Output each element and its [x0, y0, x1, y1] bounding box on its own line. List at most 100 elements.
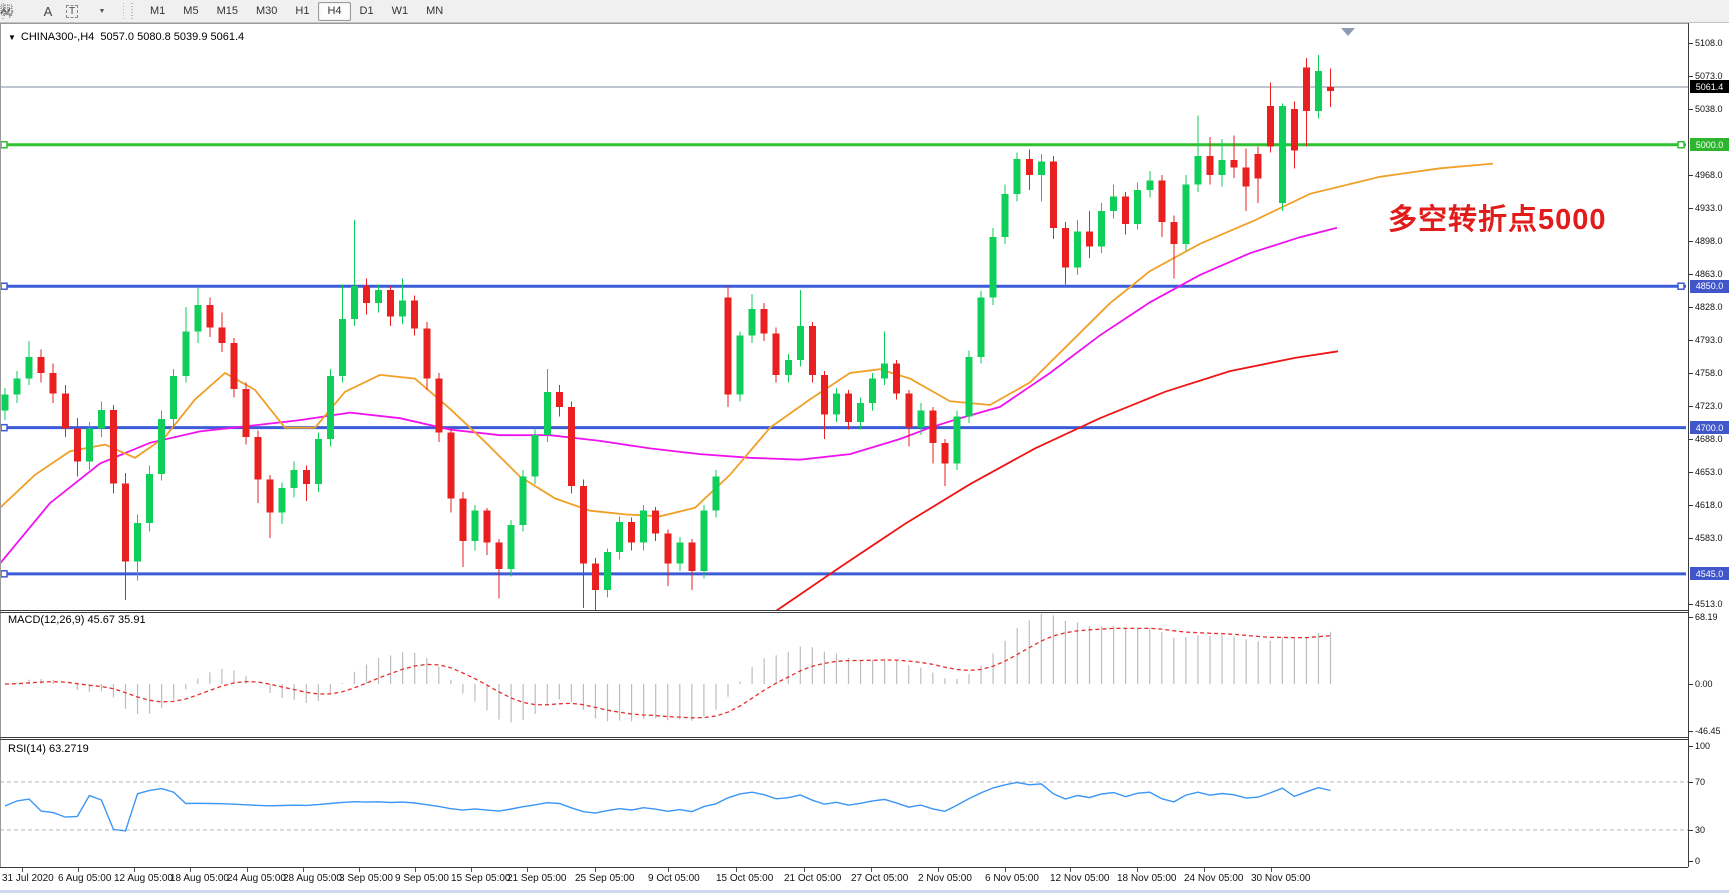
chart-text-annotation[interactable]: 多空转折点5000: [1388, 204, 1607, 236]
timeframe-button-MN[interactable]: MN: [426, 5, 444, 17]
price-tick-mark: [1689, 538, 1693, 539]
candle-body: [1146, 180, 1154, 191]
candle-body: [495, 542, 503, 570]
time-tick-mark: [668, 868, 669, 872]
hline-handle-left-4850[interactable]: [0, 282, 8, 290]
time-tick-mark: [871, 868, 872, 872]
candle-body: [616, 521, 624, 553]
hline-handle-left-4545[interactable]: [0, 570, 8, 578]
candle-body: [1073, 231, 1081, 268]
time-label: 30 Nov 05:00: [1251, 873, 1311, 884]
drawing-tools-icon[interactable]: ▼: [0, 2, 118, 21]
cursor-tool-icon[interactable]: A: [43, 3, 53, 19]
price-tick-label: 5108.0: [1695, 37, 1723, 48]
candle-body: [350, 286, 358, 320]
timeframe-button-W1[interactable]: W1: [391, 5, 409, 17]
main-chart-canvas[interactable]: [0, 23, 1688, 610]
price-tick-label: 4723.0: [1695, 400, 1723, 411]
candle-body: [278, 488, 286, 513]
candle-body: [820, 374, 828, 415]
time-axis[interactable]: 31 Jul 2020 6 Aug 05:00 12 Aug 05:00 18 Aug…: [0, 867, 1688, 890]
time-label: 3 Sep 05:00: [339, 873, 393, 884]
candle-body: [1098, 210, 1106, 247]
candle-body: [1314, 71, 1322, 111]
candle-body: [85, 428, 93, 462]
macd-rsi-separator[interactable]: [0, 737, 1688, 738]
chevron-down-icon: ▼: [98, 7, 106, 15]
hline-handle-left-4700[interactable]: [0, 423, 8, 432]
candle-body: [760, 308, 768, 334]
time-label: 21 Oct 05:00: [784, 873, 842, 884]
macd-tick-label: 0.00: [1695, 679, 1713, 689]
chart-shift-marker-icon[interactable]: [1341, 28, 1355, 36]
svg-text:F: F: [9, 14, 13, 18]
rsi-panel-canvas[interactable]: [0, 739, 1688, 866]
macd-tick-mark: [1689, 684, 1693, 685]
time-label: 28 Aug 05:00: [283, 873, 342, 884]
chart-top-border: [0, 23, 1688, 24]
time-label: 24 Aug 05:00: [227, 873, 286, 884]
price-tick-mark: [1689, 240, 1693, 242]
macd-panel-canvas[interactable]: [0, 612, 1688, 737]
macd-signal-line: [4, 627, 1331, 719]
candle-body: [459, 498, 467, 541]
timeframe-button-M5[interactable]: M5: [183, 5, 199, 17]
symbol-dropdown-caret-icon[interactable]: ▼: [8, 33, 16, 42]
candle-body: [832, 393, 840, 415]
rsi-tick-label: 70: [1695, 777, 1706, 787]
time-tick-mark: [1204, 868, 1205, 872]
candle-body: [399, 300, 407, 317]
time-label: 15 Sep 05:00: [451, 873, 511, 884]
price-tick-label: 4793.0: [1695, 334, 1723, 345]
price-tick-label: 4653.0: [1695, 466, 1723, 477]
candle-body: [1001, 193, 1009, 238]
rsi-tick-mark: [1689, 782, 1693, 783]
rsi-tick-mark: [1689, 830, 1693, 831]
candle-body: [1037, 161, 1045, 175]
candle-body: [1049, 161, 1057, 228]
text-tool-icon[interactable]: T: [60, 2, 84, 21]
timeframe-button-H4[interactable]: H4: [318, 1, 351, 21]
timeframe-button-M30[interactable]: M30: [255, 5, 278, 17]
candle-body: [1134, 190, 1142, 224]
timeframe-button-D1[interactable]: D1: [359, 5, 374, 17]
toolbar-grip-2[interactable]: [131, 3, 137, 19]
macd-tick-label: 68.19: [1695, 612, 1718, 622]
time-tick-mark: [804, 868, 805, 872]
symbol-timeframe-label: CHINA300-,H4: [20, 31, 95, 43]
main-macd-separator-2: [0, 612, 1688, 613]
candle-body: [194, 305, 202, 332]
price-tick-mark: [1689, 306, 1693, 308]
price-tick-mark: [1689, 471, 1693, 473]
candle-body: [1278, 106, 1286, 204]
candle-body: [796, 325, 804, 360]
time-tick-mark: [134, 868, 135, 872]
candle-body: [784, 359, 792, 375]
time-label: 18 Aug 05:00: [170, 873, 229, 884]
candle-body: [471, 510, 479, 541]
candle-body: [917, 410, 925, 428]
hline-handle-right-5000[interactable]: [1677, 141, 1685, 149]
price-axis[interactable]: 5108.0 5073.0 5038.0 4968.0 4933.0 4898.0 4863…: [1688, 23, 1729, 867]
candle-body: [1302, 67, 1310, 111]
price-tick-label: 4758.0: [1695, 367, 1723, 378]
candle-body: [604, 552, 611, 590]
price-tick-mark: [1689, 42, 1693, 44]
timeframe-button-M1[interactable]: M1: [150, 5, 166, 17]
hline-handle-left-5000[interactable]: [0, 141, 8, 149]
candle-body: [134, 522, 142, 562]
toolbar: F A T ▼ M1 M5 M15 M30 H1 H4 D1 W1 MN: [0, 0, 1729, 23]
timeframe-button-H1[interactable]: H1: [295, 5, 310, 17]
candle-body: [700, 510, 708, 572]
price-tick-mark: [1689, 207, 1693, 209]
main-macd-separator[interactable]: [0, 610, 1688, 611]
hline-handle-right-4850[interactable]: [1677, 282, 1685, 290]
rsi-tick-label: 0: [1695, 856, 1701, 866]
candle-body: [1170, 222, 1178, 244]
time-label: 15 Oct 05:00: [716, 873, 774, 884]
text-tool-glyph: T: [65, 4, 79, 18]
timeframe-button-M15[interactable]: M15: [216, 5, 238, 17]
candle-body: [881, 363, 889, 379]
candle-body: [808, 325, 816, 375]
time-tick-mark: [1271, 868, 1272, 872]
